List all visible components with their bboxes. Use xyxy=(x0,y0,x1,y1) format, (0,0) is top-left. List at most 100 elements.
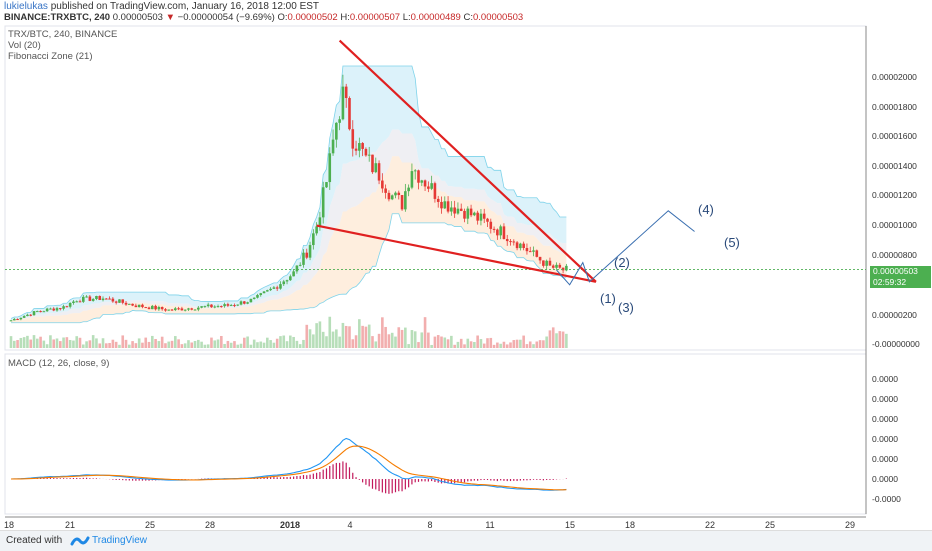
candle-body xyxy=(522,243,525,249)
candle-body xyxy=(476,212,479,221)
volume-bar xyxy=(190,342,194,348)
candle-body xyxy=(377,163,381,181)
volume-bar xyxy=(519,339,522,348)
volume-bar xyxy=(298,344,302,348)
candle-body xyxy=(417,170,420,183)
y-tick: 0.00002000 xyxy=(872,72,917,82)
volume-bar xyxy=(522,335,525,348)
macd-y-tick: 0.0000 xyxy=(872,414,898,424)
volume-bar xyxy=(252,339,256,348)
volume-bar xyxy=(177,339,180,348)
volume-bar xyxy=(137,338,141,348)
candle-body xyxy=(282,281,286,285)
wave-label-1: (1) xyxy=(600,291,616,306)
volume-bar xyxy=(308,329,312,348)
volume-bar xyxy=(482,343,486,348)
candle-body xyxy=(335,122,338,140)
volume-indicator-label[interactable]: Vol (20) xyxy=(8,40,41,51)
volume-bar xyxy=(505,344,509,348)
volume-bar xyxy=(29,339,33,348)
volume-bar xyxy=(144,337,148,348)
volume-bar xyxy=(420,332,424,348)
volume-bar xyxy=(26,335,29,348)
tradingview-logo-icon[interactable] xyxy=(70,534,90,548)
publish-text: published on TradingView.com, January 16… xyxy=(47,1,320,12)
candle-body xyxy=(305,252,309,258)
candle-body xyxy=(200,306,203,308)
volume-bar xyxy=(134,343,138,348)
chart-title[interactable]: TRX/BTC, 240, BINANCE xyxy=(8,29,118,40)
candle-body xyxy=(114,301,118,303)
volume-bar xyxy=(239,343,243,348)
candle-body xyxy=(358,143,361,151)
candle-body xyxy=(371,154,374,173)
candle-body xyxy=(302,252,305,265)
candle-body xyxy=(542,260,545,266)
candle-body xyxy=(367,154,371,156)
volume-bar xyxy=(170,340,174,348)
volume-bar xyxy=(141,342,144,348)
fib-zone-upper-band xyxy=(11,66,567,321)
x-tick: 18 xyxy=(3,520,15,530)
macd-y-tick: -0.0000 xyxy=(872,494,901,504)
fibonacci-indicator-label[interactable]: Fibonacci Zone (21) xyxy=(8,51,93,62)
volume-bar xyxy=(377,333,381,348)
volume-bar xyxy=(121,335,125,348)
volume-bar xyxy=(95,338,98,348)
publish-info: lukielukas published on TradingView.com,… xyxy=(4,1,319,12)
candle-body xyxy=(298,264,302,266)
candle-body xyxy=(486,218,489,222)
volume-bar xyxy=(210,337,213,348)
candle-body xyxy=(390,195,394,200)
candle-body xyxy=(269,288,272,291)
candle-body xyxy=(354,148,358,151)
volume-bar xyxy=(197,339,200,348)
candle-body xyxy=(528,251,532,253)
volume-bar xyxy=(206,344,210,348)
volume-bar xyxy=(384,326,387,348)
volume-bar xyxy=(35,338,39,348)
candle-body xyxy=(144,307,148,309)
volume-bar xyxy=(532,344,535,348)
candle-body xyxy=(95,296,98,299)
volume-bar xyxy=(52,339,56,348)
wave-label-2: (2) xyxy=(614,255,630,270)
macd-indicator-label[interactable]: MACD (12, 26, close, 9) xyxy=(8,358,110,369)
close-label: C: xyxy=(463,12,473,23)
volume-bar xyxy=(374,341,378,348)
candle-body xyxy=(239,301,243,305)
volume-bar xyxy=(535,341,539,348)
volume-bar xyxy=(292,336,295,348)
volume-bar xyxy=(341,322,345,348)
candle-body xyxy=(88,296,92,301)
candle-body xyxy=(525,248,529,252)
candle-body xyxy=(315,226,318,234)
x-tick: 18 xyxy=(624,520,636,530)
volume-bar xyxy=(551,327,555,348)
volume-bar xyxy=(85,341,88,348)
candle-body xyxy=(348,98,351,130)
candle-body xyxy=(29,314,33,316)
candle-body xyxy=(279,284,282,289)
candle-body xyxy=(72,301,75,304)
x-tick: 25 xyxy=(764,520,776,530)
candle-body xyxy=(433,183,437,199)
macd-y-tick: 0.0000 xyxy=(872,394,898,404)
candle-body xyxy=(151,305,154,310)
volume-bar xyxy=(410,330,414,348)
tradingview-brand-link[interactable]: TradingView xyxy=(92,535,148,546)
fib-zone-bottom-line xyxy=(11,213,567,324)
candle-body xyxy=(341,86,345,120)
candle-body xyxy=(121,299,125,303)
volume-bar xyxy=(128,344,131,348)
candle-body xyxy=(160,306,164,310)
candle-body xyxy=(111,298,115,302)
candle-body xyxy=(410,171,414,188)
candle-body xyxy=(203,306,207,308)
candle-body xyxy=(134,305,138,308)
volume-bar xyxy=(160,336,164,348)
candle-body xyxy=(321,187,325,218)
author-link[interactable]: lukielukas xyxy=(4,1,48,12)
x-tick: 2018 xyxy=(279,520,301,530)
